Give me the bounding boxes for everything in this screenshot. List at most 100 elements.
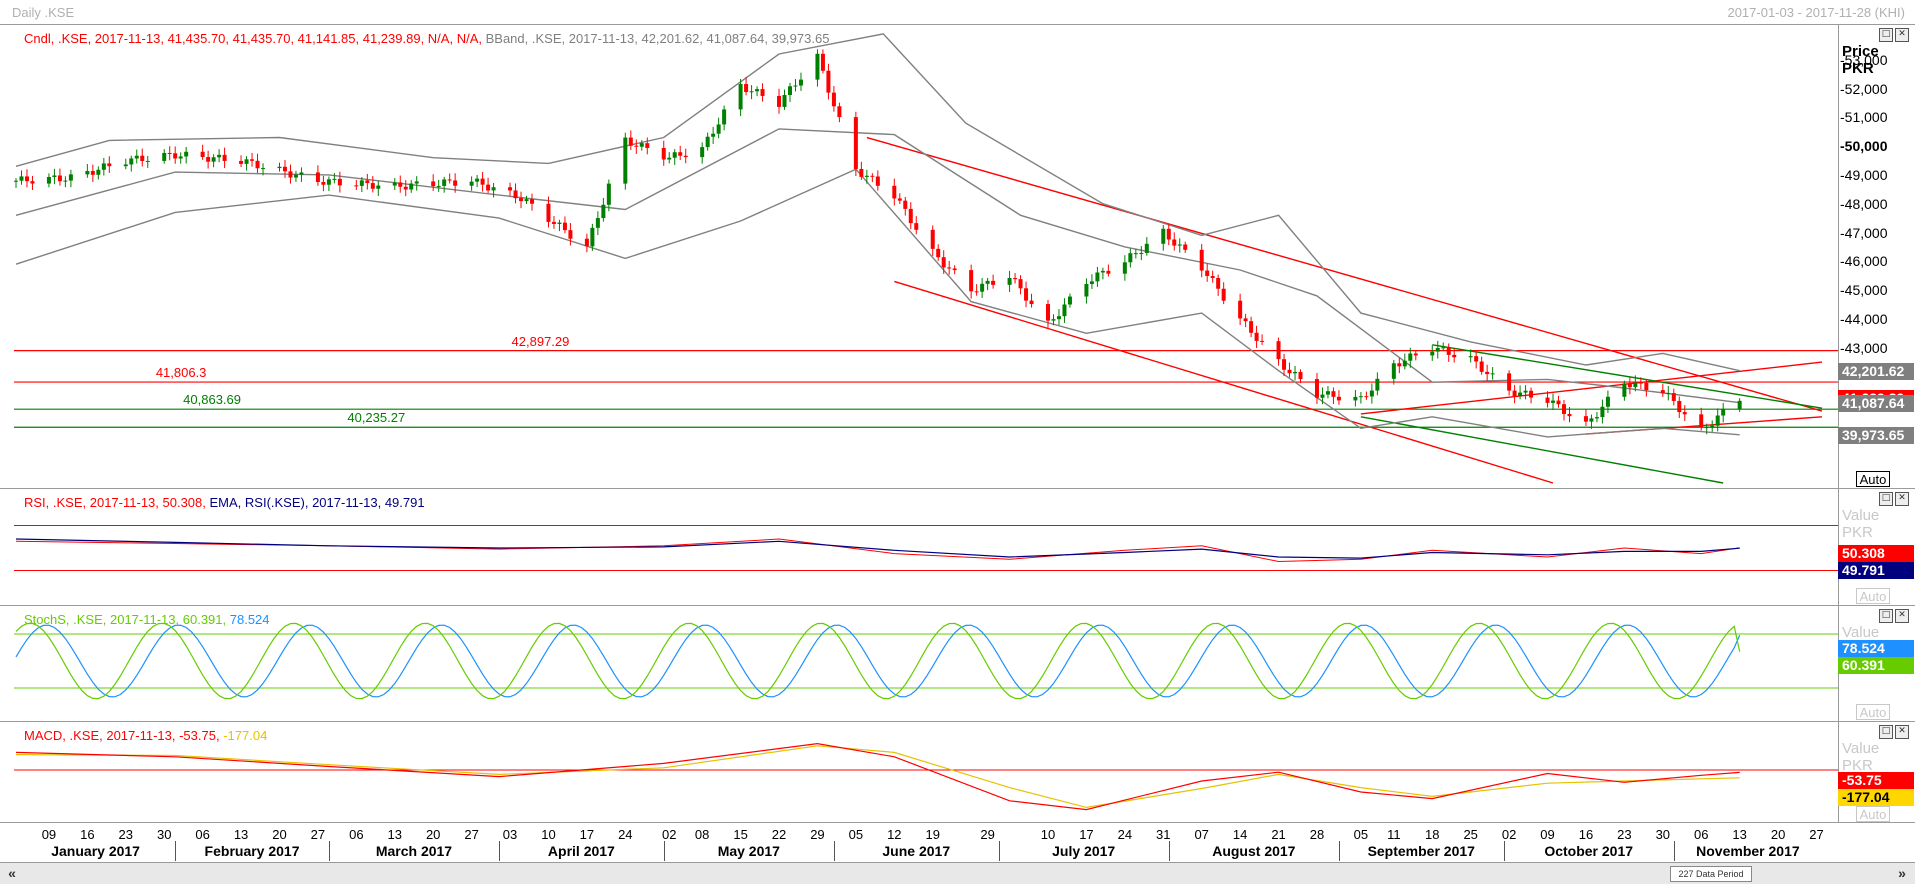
hline-label: 41,806.3 xyxy=(152,365,210,381)
price-chart-area[interactable]: 42,897.29 41,806.3 40,863.69 40,235.27 xyxy=(14,25,1839,489)
x-day-tick: 22 xyxy=(771,827,787,842)
candle-body xyxy=(436,185,441,187)
candle-body xyxy=(1627,383,1632,388)
candle-body xyxy=(738,84,743,110)
x-day-tick: 20 xyxy=(272,827,287,842)
rsi-chart-area[interactable] xyxy=(14,489,1839,606)
candle-body xyxy=(683,155,688,158)
candle-body xyxy=(1314,379,1319,398)
candle-body xyxy=(1183,244,1188,250)
candle-body xyxy=(815,53,820,80)
candle-body xyxy=(1161,228,1166,244)
candle-body xyxy=(793,85,798,87)
rsi-axis[interactable]: Value PKR 50.308 49.791 Auto xyxy=(1838,489,1915,606)
maximize-icon[interactable]: □ xyxy=(1879,28,1893,42)
scroll-thumb[interactable]: 227 Data Period xyxy=(1670,866,1752,882)
x-day-tick: 19 xyxy=(925,827,940,842)
price-tick-label: -45,000 xyxy=(1840,282,1888,299)
bband-upper-line xyxy=(15,33,1740,372)
x-month-separator xyxy=(663,841,665,861)
candle-body xyxy=(277,166,282,169)
candle-body xyxy=(1605,396,1610,407)
macd-panel: □ ✕ MACD, .KSE, 2017-11-13, -53.75, -177… xyxy=(0,721,1915,823)
candle-body xyxy=(1567,413,1572,417)
candle-body xyxy=(914,223,919,230)
x-day-tick: 30 xyxy=(156,827,172,842)
stoch-auto-button[interactable]: Auto xyxy=(1856,704,1890,720)
price-axis[interactable]: Price PKR -53,000 -52,000 -51,000 -50,000 -4… xyxy=(1838,25,1915,489)
stoch-axis-title: Value xyxy=(1842,624,1880,641)
price-value-tag: 39,973.65 xyxy=(1838,426,1914,444)
candle-body xyxy=(870,175,875,177)
rsi-value-tag: 50.308 xyxy=(1838,545,1914,562)
x-day-tick: 12 xyxy=(887,827,902,842)
rsi-auto-button[interactable]: Auto xyxy=(1856,588,1890,604)
x-day-tick: 02 xyxy=(661,827,677,842)
x-day-tick: 20 xyxy=(425,827,441,842)
macd-chart-area[interactable] xyxy=(14,722,1839,823)
stoch-panel: □ ✕ StochS, .KSE, 2017-11-13, 60.391, 78… xyxy=(0,605,1915,722)
x-day-tick: 13 xyxy=(233,827,249,842)
auto-scale-button[interactable]: Auto xyxy=(1856,471,1890,487)
trendline-5 xyxy=(1360,416,1724,484)
time-axis[interactable]: 09 16 23 30 06 13 20 27 06 13 20 27 03 10 17 24 02 08 15 22… xyxy=(0,822,1915,863)
scroll-right-button[interactable]: » xyxy=(1898,865,1906,881)
candle-body xyxy=(1298,371,1303,380)
stoch-legend-signal: 78.524 xyxy=(229,612,270,627)
macd-axis-unit: PKR xyxy=(1842,757,1873,774)
x-day-tick: 08 xyxy=(694,827,710,842)
close-icon[interactable]: ✕ xyxy=(1895,609,1909,623)
stoch-chart-area[interactable] xyxy=(14,606,1839,722)
x-day-tick: 06 xyxy=(349,827,364,842)
candle-body xyxy=(1282,359,1287,370)
x-day-tick: 24 xyxy=(1117,827,1133,842)
macd-axis[interactable]: Value PKR -53.75 -177.04 Auto xyxy=(1838,722,1915,823)
horizontal-scrollbar[interactable]: « 227 Data Period » xyxy=(0,862,1915,884)
candle-body xyxy=(1523,390,1528,393)
price-panel-controls: □ ✕ xyxy=(1879,28,1909,42)
rsi-legend-ema: EMA, RSI(.KSE), 2017-11-13, 49.791 xyxy=(209,495,425,510)
candle-body xyxy=(442,179,447,186)
maximize-icon[interactable]: □ xyxy=(1879,609,1893,623)
maximize-icon[interactable]: □ xyxy=(1879,725,1893,739)
close-icon[interactable]: ✕ xyxy=(1895,725,1909,739)
x-month-separator xyxy=(1168,841,1170,861)
candle-body xyxy=(261,168,266,170)
candle-body xyxy=(1018,279,1023,289)
x-month-separator xyxy=(175,841,177,861)
candle-body xyxy=(1435,347,1440,352)
close-icon[interactable]: ✕ xyxy=(1895,492,1909,506)
candle-body xyxy=(760,89,765,96)
trendline-1 xyxy=(894,280,1554,484)
close-icon[interactable]: ✕ xyxy=(1895,28,1909,42)
price-value-tag: 41,087.64 xyxy=(1838,394,1914,412)
candle-body xyxy=(974,291,979,293)
candle-body xyxy=(744,84,749,93)
candle-body xyxy=(941,257,946,268)
candle-body xyxy=(936,248,941,258)
candle-body xyxy=(217,154,222,158)
bband-lower-line xyxy=(15,168,1740,438)
x-month-separator xyxy=(328,841,330,861)
candle-body xyxy=(628,137,633,146)
stoch-chart-svg xyxy=(14,622,1838,700)
price-tick-label: -44,000 xyxy=(1840,310,1888,327)
rsi-ema-line xyxy=(15,538,1740,559)
candle-body xyxy=(96,169,101,175)
candle-body xyxy=(326,179,331,185)
maximize-icon[interactable]: □ xyxy=(1879,492,1893,506)
candle-body xyxy=(1100,270,1105,273)
candle-body xyxy=(24,176,29,182)
candle-body xyxy=(985,280,990,284)
scroll-left-button[interactable]: « xyxy=(8,865,16,881)
x-month-separator xyxy=(1503,841,1505,861)
candle-body xyxy=(14,180,18,182)
candle-body xyxy=(1468,356,1473,358)
macd-auto-button[interactable]: Auto xyxy=(1856,806,1890,822)
x-day-tick: 13 xyxy=(1732,827,1747,842)
stoch-axis[interactable]: Value 50 78.524 60.391 Auto xyxy=(1838,606,1915,722)
candle-body xyxy=(711,133,716,137)
candle-body xyxy=(1507,373,1512,391)
price-chart-svg xyxy=(14,33,1838,484)
x-month-label: November 2017 xyxy=(1696,843,1800,859)
